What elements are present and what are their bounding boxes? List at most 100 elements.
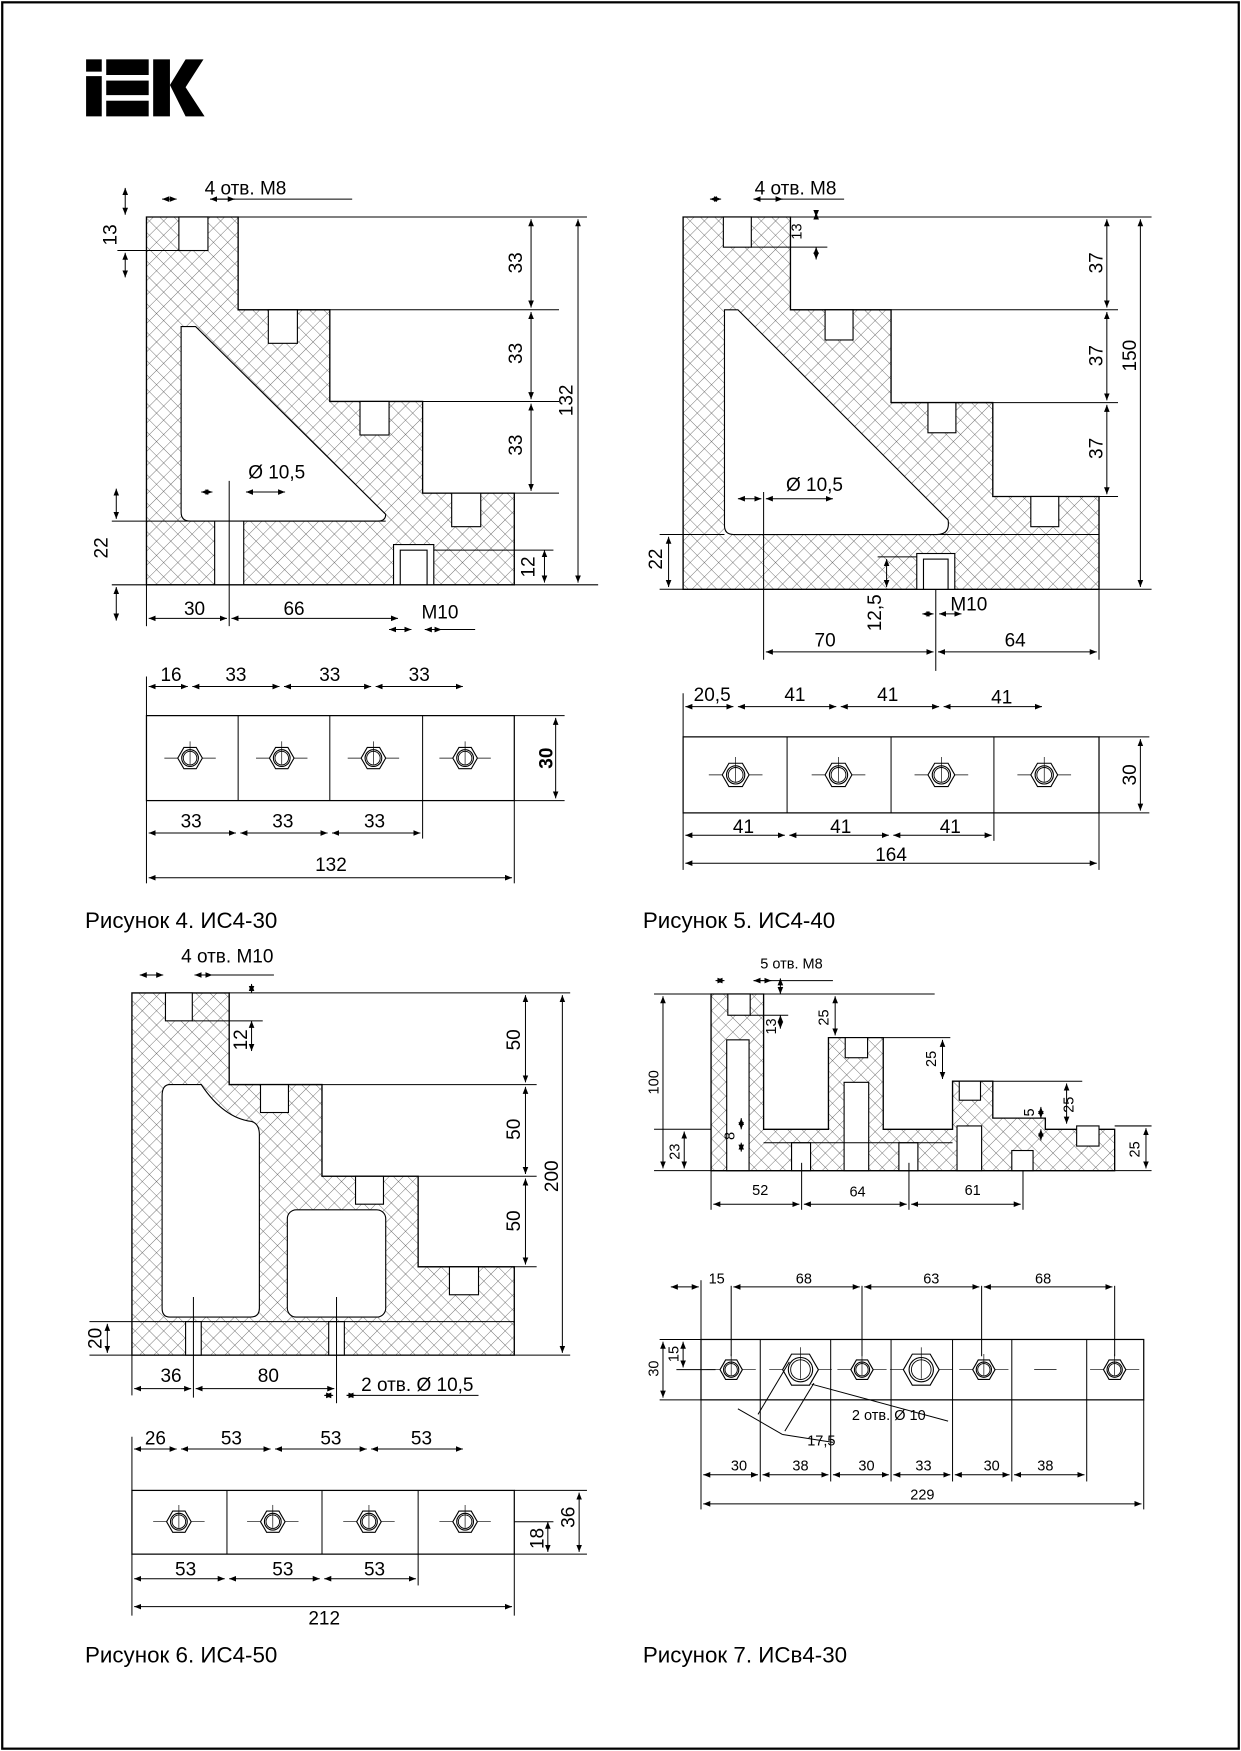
dim-label: 52 <box>752 1183 768 1199</box>
dim-label: 37 <box>1086 345 1107 366</box>
dim-label: 41 <box>784 685 805 706</box>
figure-5-elevation: 4 отв. M8 13 37 37 37 150 Ø 10,5 22 12,5… <box>646 179 1152 671</box>
dim-label: 25 <box>924 1051 940 1067</box>
dim-label: 18 <box>527 1528 548 1549</box>
threaded-hole <box>451 492 482 528</box>
dim-label: 41 <box>733 817 754 838</box>
threaded-hole <box>359 400 390 436</box>
dim-label: 36 <box>160 1366 181 1387</box>
dim-label: 53 <box>364 1559 385 1580</box>
dim-label: 53 <box>272 1559 293 1580</box>
dim-label: 22 <box>91 537 112 558</box>
dim-label: 17,5 <box>807 1434 835 1450</box>
dim-label: 200 <box>542 1160 563 1192</box>
dim-label: Ø 10,5 <box>248 463 305 484</box>
dim-label: 30 <box>731 1458 747 1474</box>
dim-label: 37 <box>1086 252 1107 273</box>
figure-6-plan: 26 53 53 53 36 18 53 53 53 212 <box>131 1429 587 1630</box>
hex-nut-icon <box>1017 756 1072 788</box>
threaded-hole <box>824 309 854 341</box>
dim-label: 33 <box>506 434 527 455</box>
hex-nut-icon <box>708 756 763 788</box>
dim-label: 30 <box>184 599 205 620</box>
dim-label: 66 <box>283 599 304 620</box>
dim-label: 13 <box>764 1018 780 1034</box>
dim-label: 38 <box>792 1458 808 1474</box>
hex-nut-icon <box>439 741 491 770</box>
dim-label: 30 <box>536 748 557 769</box>
figure-4-caption: Рисунок 4. ИС4-30 <box>85 908 277 933</box>
dim-label: 70 <box>815 630 836 651</box>
hex-nut-icon <box>439 1504 491 1533</box>
dim-label: 37 <box>1086 438 1107 459</box>
hex-nut-icon <box>914 756 969 788</box>
dim-label: 4 отв. M10 <box>181 947 273 968</box>
threaded-hole <box>958 1080 982 1101</box>
dim-label: 30 <box>858 1458 874 1474</box>
dim-label: 50 <box>504 1210 525 1231</box>
dim-label: 4 отв. M8 <box>205 179 287 200</box>
dim-label: 53 <box>411 1429 432 1450</box>
dim-label: 25 <box>1127 1141 1143 1157</box>
hex-nut-icon <box>769 1347 832 1386</box>
threaded-hole <box>267 309 298 344</box>
dim-label: 20,5 <box>694 685 731 706</box>
dim-label: 30 <box>647 1360 663 1376</box>
dim-label: 5 <box>1022 1108 1038 1116</box>
dim-label: 5 отв. M8 <box>760 956 822 972</box>
dim-label: 100 <box>647 1070 663 1094</box>
dim-label: 53 <box>175 1559 196 1580</box>
dim-label: M10 <box>421 602 458 623</box>
figure-7-plan: 15 68 63 68 30 15 2 отв. Ø 10 17,5 30 38… <box>647 1272 1145 1510</box>
dim-label: 64 <box>1005 630 1027 651</box>
hex-nut-icon <box>247 1504 299 1533</box>
dim-label: 150 <box>1120 340 1141 372</box>
figure-4-plan: 16 33 33 33 30 33 33 33 132 <box>145 665 565 884</box>
figure-6-elevation: 4 отв. M10 12 50 50 50 200 20 36 80 2 от… <box>86 947 571 1404</box>
dim-label: 41 <box>830 817 851 838</box>
dim-label: 41 <box>877 685 898 706</box>
dim-label: Ø 10,5 <box>786 475 843 496</box>
dim-label: 4 отв. M8 <box>755 179 837 200</box>
hex-nut-icon <box>837 1354 887 1380</box>
dim-label: 12,5 <box>865 594 886 631</box>
iek-logo <box>86 59 205 117</box>
hex-nut-icon <box>959 1354 1009 1380</box>
dim-label: 36 <box>559 1507 580 1528</box>
dim-label: 8 <box>723 1132 739 1140</box>
dim-label: 13 <box>790 223 806 239</box>
hex-nut-icon <box>706 1354 756 1380</box>
dim-label: 33 <box>319 665 340 686</box>
hex-nut-icon <box>153 1504 205 1533</box>
dim-label: 41 <box>940 817 961 838</box>
dim-label: M10 <box>950 595 987 616</box>
threaded-hole <box>178 216 209 252</box>
threaded-hole <box>927 402 957 434</box>
hex-nut-icon <box>811 756 866 788</box>
figure-7-elevation: 5 отв. M8 13 25 25 25 5 100 23 8 25 52 6… <box>647 956 1152 1210</box>
hex-nut-icon <box>343 1504 395 1533</box>
dim-label: 26 <box>145 1429 166 1450</box>
dim-label: 20 <box>86 1328 107 1349</box>
dim-label: 2 отв. Ø 10,5 <box>361 1375 473 1396</box>
hex-nut-icon <box>347 741 400 770</box>
dim-label: 68 <box>1035 1272 1051 1288</box>
dim-label: 41 <box>991 687 1012 708</box>
dim-label: 61 <box>965 1183 981 1199</box>
dim-label: 64 <box>849 1184 865 1200</box>
figure-4-elevation: 4 отв. M8 13 33 33 33 132 Ø 10,5 22 12 3… <box>91 179 599 633</box>
dim-label: 33 <box>915 1458 931 1474</box>
dim-label: 53 <box>320 1429 341 1450</box>
hex-nut-icon <box>164 741 216 770</box>
threaded-hole <box>1076 1125 1100 1147</box>
dim-label: 25 <box>1061 1097 1077 1113</box>
dim-label: 30 <box>1120 764 1141 785</box>
dim-label: 212 <box>308 1609 340 1630</box>
dim-label: 68 <box>796 1272 812 1288</box>
threaded-hole <box>844 1037 869 1059</box>
dim-label: 33 <box>272 811 293 832</box>
dim-label: 50 <box>504 1119 525 1140</box>
dim-label: 15 <box>709 1272 725 1288</box>
threaded-hole <box>1030 495 1060 528</box>
